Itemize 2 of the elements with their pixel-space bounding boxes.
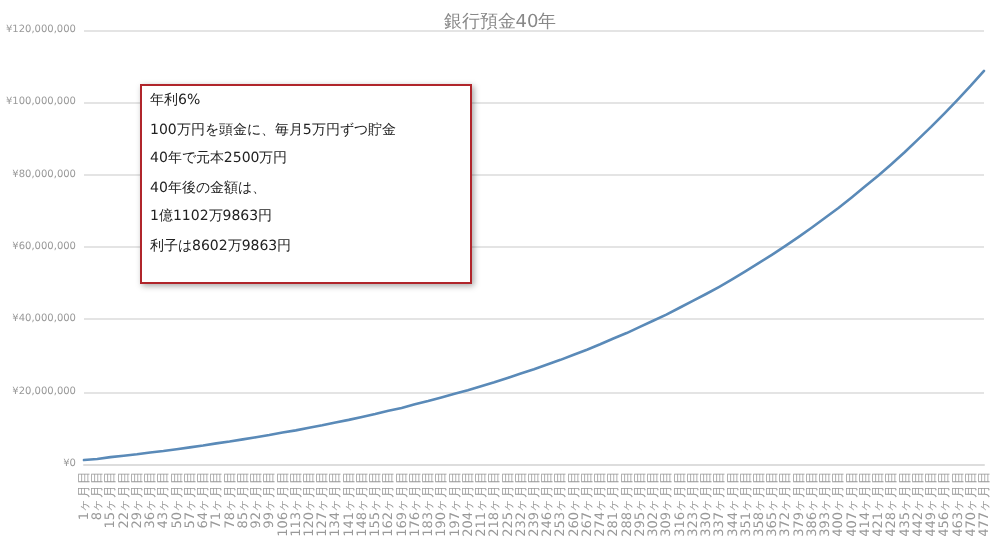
- chart-title: 銀行預金40年: [443, 11, 557, 33]
- line-series: [82, 69, 986, 462]
